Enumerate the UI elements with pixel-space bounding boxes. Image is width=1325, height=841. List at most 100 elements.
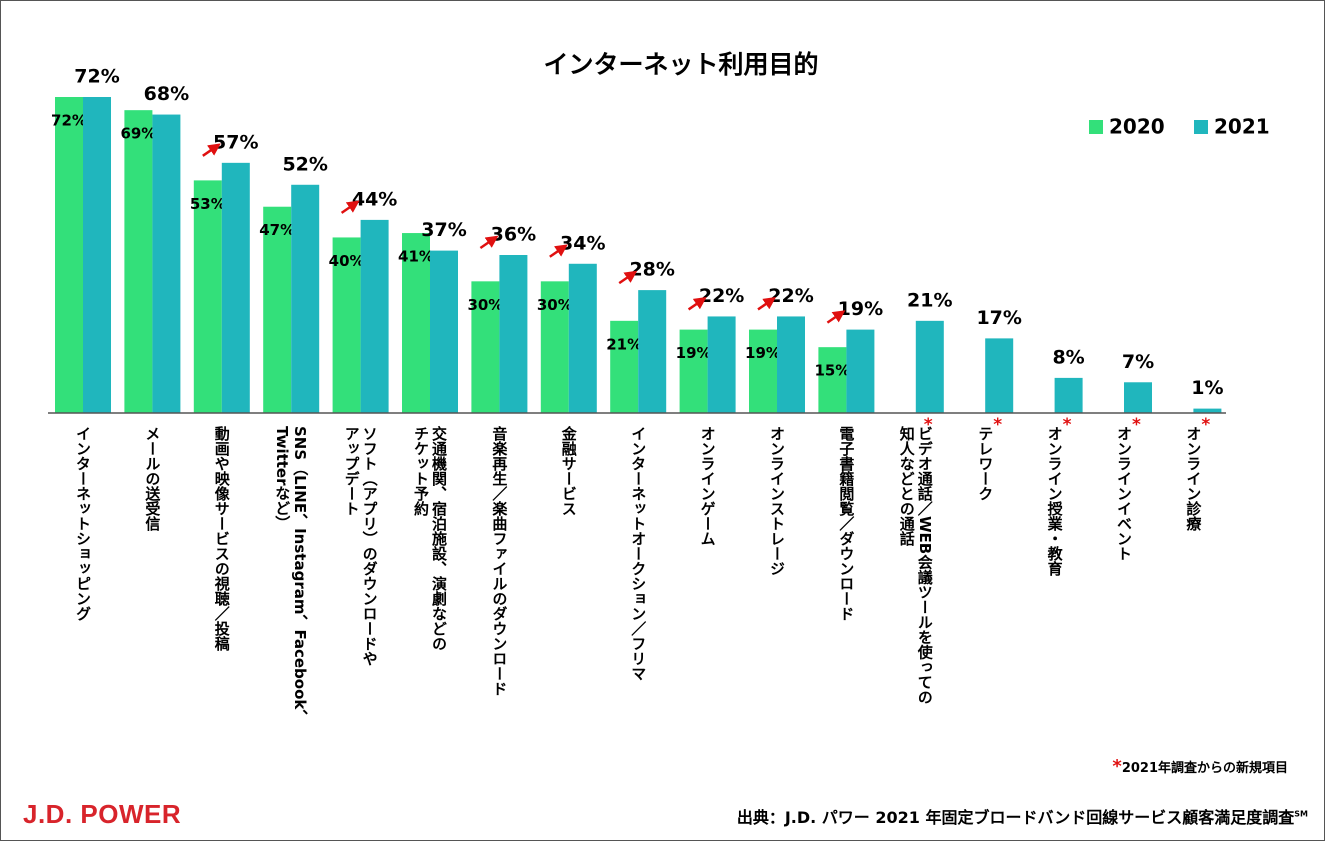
increase-arrow	[687, 297, 707, 311]
note-marker: *	[1112, 756, 1122, 777]
bar	[568, 263, 597, 413]
increase-arrow	[757, 297, 777, 311]
bar	[402, 233, 430, 413]
bar	[430, 250, 458, 413]
category-label: インターネットオークション／フリマ	[629, 426, 648, 681]
new-item-marker: *	[1132, 415, 1141, 435]
category-label: テレワーク	[976, 426, 995, 501]
bar	[360, 219, 389, 413]
category-label: オンライン診療	[1184, 426, 1203, 531]
value-label: 19%	[676, 344, 712, 362]
value-label: 22%	[768, 285, 813, 307]
footnote: *2021年調査からの新規項目	[1112, 756, 1288, 777]
value-label: 30%	[467, 296, 503, 314]
value-label: 72%	[74, 66, 119, 88]
value-label: 53%	[190, 195, 226, 213]
bar	[985, 338, 1014, 413]
bar	[221, 162, 250, 413]
category-label: 交通機関、宿泊施設、演劇などの チケット予約	[412, 426, 448, 651]
value-label: 15%	[814, 362, 850, 380]
legend-swatch	[1194, 120, 1208, 134]
bar	[638, 290, 667, 413]
value-label: 22%	[699, 285, 744, 307]
bar	[332, 237, 361, 413]
value-label: 34%	[560, 232, 605, 254]
increase-arrow	[479, 235, 499, 250]
value-label: 44%	[352, 188, 397, 210]
value-label: 69%	[120, 125, 156, 143]
bar	[610, 320, 639, 413]
category-label: オンラインイベント	[1115, 426, 1133, 561]
new-item-marker: *	[923, 415, 933, 435]
value-label: 8%	[1052, 346, 1084, 368]
category-label: ソフト（アプリ）のダウンロードや アップデート	[342, 426, 379, 666]
bar	[124, 110, 153, 414]
value-label: 41%	[398, 248, 434, 266]
category-label: 金融サービス	[559, 426, 578, 516]
value-label: 30%	[537, 296, 573, 314]
increase-arrow	[549, 244, 568, 258]
bar	[152, 114, 181, 414]
value-label: 37%	[421, 219, 466, 241]
bar	[471, 281, 500, 413]
bar	[1193, 408, 1222, 413]
legend-swatch	[1089, 120, 1103, 134]
legend-label: 2021	[1214, 115, 1270, 139]
legend-label: 2020	[1109, 115, 1165, 139]
value-label: 40%	[329, 252, 365, 270]
increase-arrow	[826, 310, 846, 324]
bar	[499, 255, 528, 413]
category-label: SNS（LINE、Instagram、Facebook、 Twitterなど）	[273, 426, 310, 725]
source-text: 出典：J.D. パワー 2021 年固定ブロードバンド回線サービス顧客満足度調査	[736, 808, 1295, 827]
value-label: 17%	[976, 307, 1021, 329]
new-item-marker: *	[1201, 415, 1211, 435]
value-label: 7%	[1122, 351, 1154, 373]
bar	[83, 97, 111, 413]
bar	[818, 347, 847, 413]
new-item-marker: *	[1062, 415, 1072, 435]
increase-arrow	[618, 270, 638, 285]
value-label: 57%	[213, 131, 258, 153]
bar	[540, 281, 569, 413]
bar	[915, 320, 944, 413]
category-label: メールの送受信	[143, 426, 162, 531]
value-label: 21%	[907, 289, 952, 311]
category-label: 電子書籍閲覧／ダウンロード	[837, 426, 856, 621]
value-label: 52%	[282, 153, 327, 175]
source: 出典：J.D. パワー 2021 年固定ブロードバンド回線サービス顧客満足度調査…	[737, 804, 1308, 828]
value-label: 72%	[51, 112, 87, 130]
category-label: 動画や映像サービスの視聴／投稿	[212, 426, 231, 651]
bar	[777, 316, 805, 413]
category-label: オンラインゲーム	[698, 426, 717, 546]
value-label: 36%	[491, 224, 536, 246]
chart-title: インターネット利用目的	[543, 50, 819, 79]
bar	[707, 316, 736, 413]
category-label: 音楽再生／楽曲ファイルのダウンロード	[490, 426, 509, 696]
value-label: 28%	[629, 259, 674, 281]
bar	[1124, 382, 1152, 413]
value-label: 47%	[259, 221, 295, 239]
category-label: インターネットショッピング	[74, 426, 92, 621]
value-label: 19%	[745, 344, 781, 362]
bar	[291, 184, 320, 413]
increase-arrow	[202, 143, 221, 157]
bar	[263, 206, 292, 413]
bar	[679, 329, 708, 413]
category-label: ビデオ通話／WEB会議ツールを使っての 知人などとの通話	[897, 426, 934, 705]
value-label: 19%	[838, 298, 883, 320]
bar	[1054, 377, 1083, 413]
brand-logo: J.D. POWER	[23, 799, 182, 829]
value-label: 21%	[606, 335, 642, 353]
category-label: オンライン授業・教育	[1045, 426, 1064, 576]
bar	[55, 97, 83, 413]
new-item-marker: *	[993, 415, 1003, 435]
source-mark: SM	[1294, 809, 1308, 819]
note-text: 2021年調査からの新規項目	[1121, 761, 1288, 776]
category-label: オンラインストレージ	[768, 426, 786, 576]
bar	[749, 329, 777, 413]
value-label: 68%	[144, 83, 189, 105]
bar	[846, 329, 875, 413]
value-label: 1%	[1191, 377, 1223, 399]
